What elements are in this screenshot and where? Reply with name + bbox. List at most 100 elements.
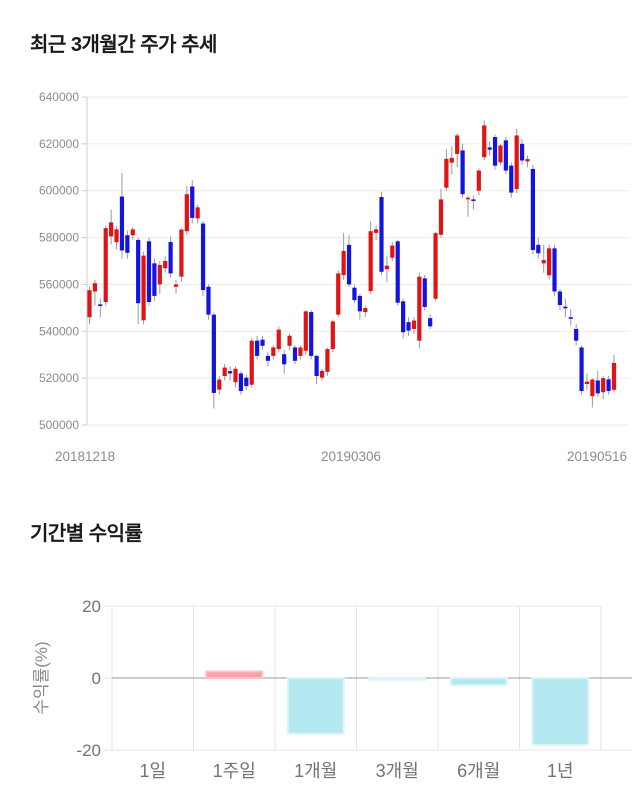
candle-body-up (433, 233, 438, 299)
candle-body-up (330, 321, 335, 350)
candle-body-up (476, 170, 481, 191)
candle-body-up (179, 229, 184, 277)
return-bar-positive (205, 670, 264, 679)
candle-body-up (217, 379, 222, 390)
returns-y-axis-title: 수익률(%) (32, 641, 51, 714)
price-chart-axis-labels: 640000 620000 600000 580000 560000 540000 5200… (39, 90, 627, 464)
candle-body-up (249, 340, 254, 385)
candle-body-down (292, 347, 298, 361)
candle-body-up (233, 368, 238, 383)
candle-body-up (417, 276, 422, 341)
return-bar-negative (368, 677, 427, 681)
candle-body-up (390, 245, 395, 258)
candle-body-up (438, 199, 444, 235)
y-tick-label: 560000 (39, 277, 79, 291)
candle-body-up (184, 194, 189, 232)
candle-body-up (157, 264, 162, 285)
candle-body-up (411, 320, 417, 329)
candle-body-up (163, 261, 168, 269)
candle-body-up (130, 229, 135, 236)
candle-body-down (314, 355, 319, 377)
candle-body-down (168, 242, 173, 274)
candle-body-down (244, 377, 249, 387)
candle-body-down (119, 196, 125, 251)
candle-body-down (346, 244, 352, 285)
candle-body-down (492, 137, 498, 166)
x-date-label: 20190516 (567, 449, 627, 464)
candle-body-down (379, 197, 384, 272)
return-bar-negative (449, 677, 508, 687)
candle-body-up (482, 125, 487, 158)
candle-body-down (460, 150, 465, 195)
candle-body-down (471, 199, 476, 201)
candle-body-up (525, 159, 530, 162)
price-chart-title: 최근 3개월간 주가 추세 (30, 34, 217, 56)
candle-body-down (260, 339, 265, 346)
candle-body-up (373, 229, 379, 233)
returns-chart-title: 기간별 수익률 (30, 523, 143, 545)
candle-body-down (509, 165, 514, 193)
candle-body-up (465, 197, 471, 200)
candle-body-down (211, 314, 216, 393)
candle-body-up (368, 231, 373, 291)
price-candlestick-chart: 640000 620000 600000 580000 560000 540000 5200… (39, 90, 630, 464)
candle-body-down (98, 304, 103, 306)
candle-body-down (255, 340, 260, 356)
candle-body-up (325, 349, 330, 372)
candle-body-down (238, 373, 244, 392)
candle-body-up (611, 362, 617, 390)
category-label: 1주일 (213, 761, 256, 781)
candle-body-up (363, 308, 368, 313)
candle-body-down (309, 312, 314, 356)
candle-body-down (428, 318, 433, 327)
candle-body-down (206, 286, 211, 315)
candle-body-up (276, 329, 281, 350)
candle-body-up (303, 311, 308, 351)
category-label: 1일 (139, 761, 166, 781)
candle-body-down (519, 143, 525, 161)
candle-body-down (530, 168, 535, 250)
candle-body-down (395, 241, 400, 303)
returns-bar-chart: 20 0 -20 1일 1주일 1개월 3개월 6개월 1년 수익률(%) (32, 597, 632, 781)
candle-body-down (557, 291, 563, 306)
candle-body-down (552, 248, 557, 292)
candle-body-up (114, 229, 119, 243)
candle-body-up (514, 135, 519, 190)
candle-body-down (422, 278, 427, 307)
y-tick-label: 0 (92, 669, 101, 688)
return-bar-negative (531, 677, 590, 746)
returns-chart-bars (205, 670, 590, 746)
candle-body-up (336, 273, 341, 315)
candle-body-up (444, 158, 449, 188)
candle-body-up (222, 367, 227, 377)
candle-body-down (352, 287, 357, 301)
y-tick-label: 600000 (39, 184, 79, 198)
y-tick-label: 500000 (39, 418, 79, 432)
candle-body-up (87, 290, 92, 318)
x-date-label: 20181218 (55, 449, 115, 464)
candle-body-up (449, 157, 454, 163)
candle-body-down (401, 301, 406, 333)
category-label: 1년 (547, 761, 574, 781)
y-tick-label: -20 (76, 741, 101, 760)
category-label: 6개월 (457, 761, 500, 781)
candle-body-down (282, 354, 287, 365)
candle-body-up (319, 370, 325, 378)
candle-body-down (536, 244, 541, 254)
candle-body-down (606, 379, 611, 392)
y-tick-label: 520000 (39, 371, 79, 385)
candle-body-up (287, 335, 292, 346)
candle-body-up (271, 347, 276, 356)
candle-body-down (574, 328, 579, 341)
candle-body-up (298, 347, 303, 356)
candle-body-down (125, 235, 130, 253)
candle-body-up (173, 284, 179, 287)
candle-body-down (487, 147, 492, 150)
candle-body-up (584, 381, 590, 384)
candle-body-up (92, 283, 98, 292)
y-tick-label: 580000 (39, 231, 79, 245)
return-bar-negative (286, 677, 345, 735)
candle-body-up (195, 207, 200, 219)
y-tick-label: 540000 (39, 324, 79, 338)
